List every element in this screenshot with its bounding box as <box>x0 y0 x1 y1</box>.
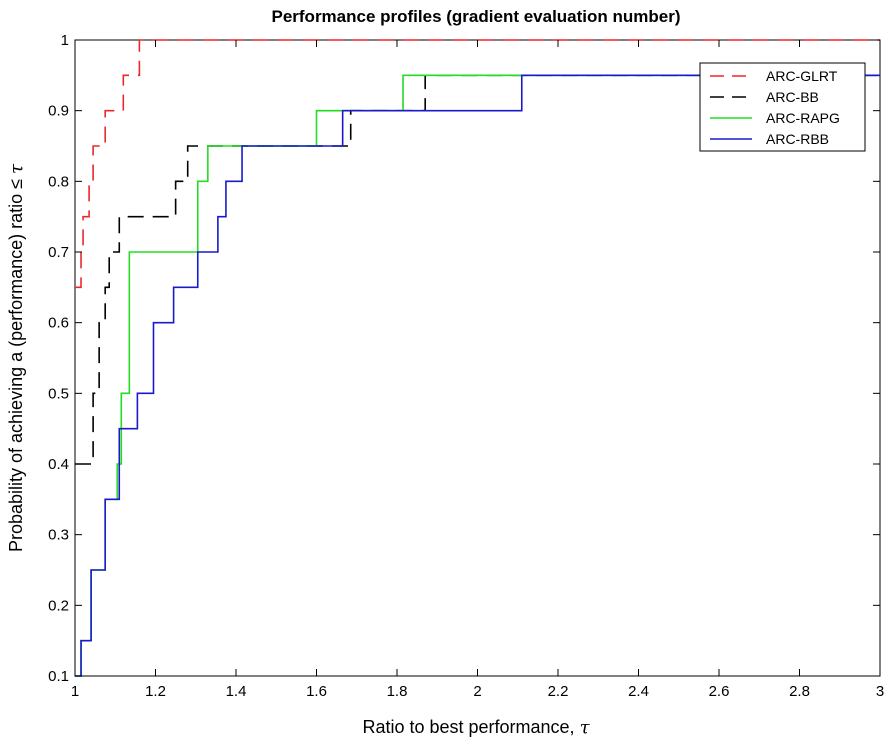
tick-layer: 1 1.2 1.4 1.6 1.8 2 2.2 2.4 2.6 2.8 3 0.1 0.2 0.3 0.4 0… <box>48 32 884 700</box>
legend-label: ARC-BB <box>766 89 819 105</box>
y-tick-label: 0.7 <box>48 244 69 261</box>
x-tick-label: 2.4 <box>628 683 649 700</box>
legend-items: ARC-GLRT ARC-BB ARC-RAPG ARC-RBB <box>710 68 840 147</box>
y-axis-title: Probability of achieving a (performance)… <box>6 163 27 552</box>
x-axis-title: Ratio to best performance, τ <box>362 717 590 738</box>
x-tick-label: 2.2 <box>548 683 569 700</box>
y-tick-label: 0.2 <box>48 597 69 614</box>
y-tick-label: 0.5 <box>48 385 69 402</box>
x-tick-label: 3 <box>876 683 884 700</box>
series-line-arc-bb <box>75 74 880 465</box>
legend-label: ARC-RAPG <box>766 110 840 126</box>
chart-title: Performance profiles (gradient evaluatio… <box>271 7 680 26</box>
x-tick-label: 2.8 <box>789 683 810 700</box>
y-tick-label: 0.9 <box>48 103 69 120</box>
series-line-arc-rbb <box>75 74 880 677</box>
y-tick-label: 1 <box>61 32 69 49</box>
y-tick-label: 0.4 <box>48 456 69 473</box>
y-tick-label: 0.8 <box>48 173 69 190</box>
x-tick-label: 2.6 <box>709 683 730 700</box>
y-tick-label: 0.3 <box>48 527 69 544</box>
legend: ARC-GLRT ARC-BB ARC-RAPG ARC-RBB <box>699 62 866 152</box>
x-tick-label: 1.4 <box>226 683 247 700</box>
legend-label: ARC-RBB <box>766 131 829 147</box>
x-tick-label: 1.8 <box>387 683 408 700</box>
legend-label: ARC-GLRT <box>766 68 838 84</box>
x-tick-label: 1.2 <box>145 683 166 700</box>
y-tick-label: 0.1 <box>48 668 69 685</box>
series-layer <box>75 39 880 677</box>
legend-box <box>699 62 866 152</box>
x-tick-label: 2 <box>473 683 481 700</box>
x-tick-label: 1 <box>71 683 79 700</box>
y-tick-label: 0.6 <box>48 315 69 332</box>
x-tick-label: 1.6 <box>306 683 327 700</box>
